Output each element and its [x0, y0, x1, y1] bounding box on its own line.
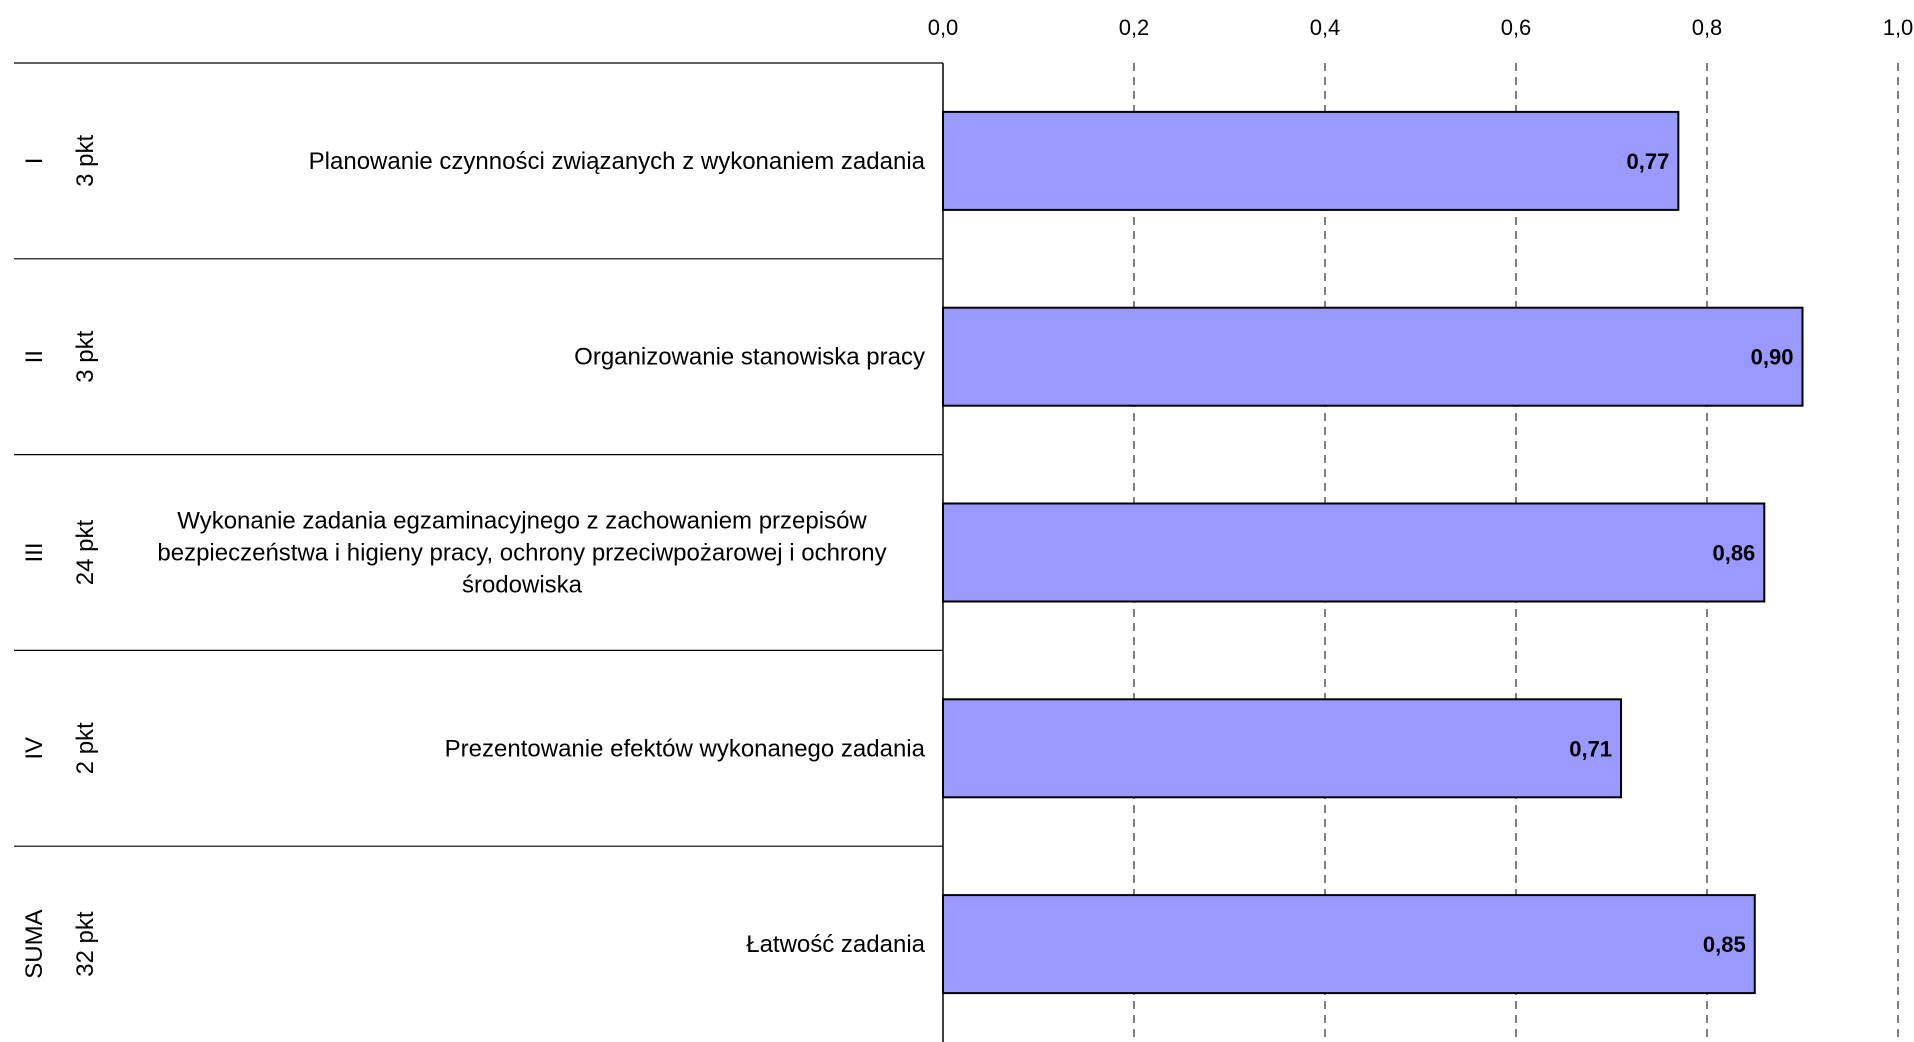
data-label: 0,77 [1627, 149, 1670, 174]
category-label-line: Wykonanie zadania egzaminacyjnego z zach… [177, 508, 867, 535]
data-label: 0,86 [1712, 541, 1755, 566]
category-number: SUMA [21, 909, 48, 978]
bar [942, 110, 1680, 211]
x-tick-label: 0,4 [1310, 15, 1341, 40]
category-labels: I 3 pkt Planowanie czynności związanych z … [21, 135, 926, 979]
category-number: III [21, 542, 48, 562]
category-label: Łatwość zadania [746, 931, 925, 958]
category-label-line: bezpieczeństwa i higieny pracy, ochrony … [157, 540, 886, 567]
category-points: 3 pkt [72, 330, 99, 382]
data-label: 0,90 [1751, 345, 1794, 370]
x-tick-label: 0,6 [1501, 15, 1532, 40]
category-label: Prezentowanie efektów wykonanego zadania [445, 735, 926, 762]
category-number: II [21, 350, 48, 363]
data-label: 0,71 [1569, 736, 1612, 761]
category-points: 3 pkt [72, 135, 99, 187]
data-label: 0,85 [1703, 932, 1746, 957]
gridlines [1133, 63, 1899, 1042]
bars: 0,77 0,90 0,86 0,71 0,85 [942, 110, 1804, 995]
category-number: IV [21, 737, 48, 760]
x-tick-label: 1,0 [1883, 15, 1914, 40]
category-label: Planowanie czynności związanych z wykona… [309, 148, 926, 175]
category-number: I [21, 158, 48, 165]
category-label-line: środowiska [462, 572, 583, 599]
category-label: Organizowanie stanowiska pracy [574, 344, 925, 371]
category-points: 2 pkt [72, 722, 99, 774]
category-points: 32 pkt [72, 911, 99, 977]
x-tick-label: 0,0 [928, 15, 959, 40]
bar [942, 894, 1756, 995]
bar [942, 502, 1766, 603]
bar [942, 306, 1804, 407]
x-tick-label: 0,8 [1692, 15, 1723, 40]
bar [942, 698, 1623, 799]
x-tick-label: 0,2 [1119, 15, 1150, 40]
category-points: 24 pkt [72, 519, 99, 585]
